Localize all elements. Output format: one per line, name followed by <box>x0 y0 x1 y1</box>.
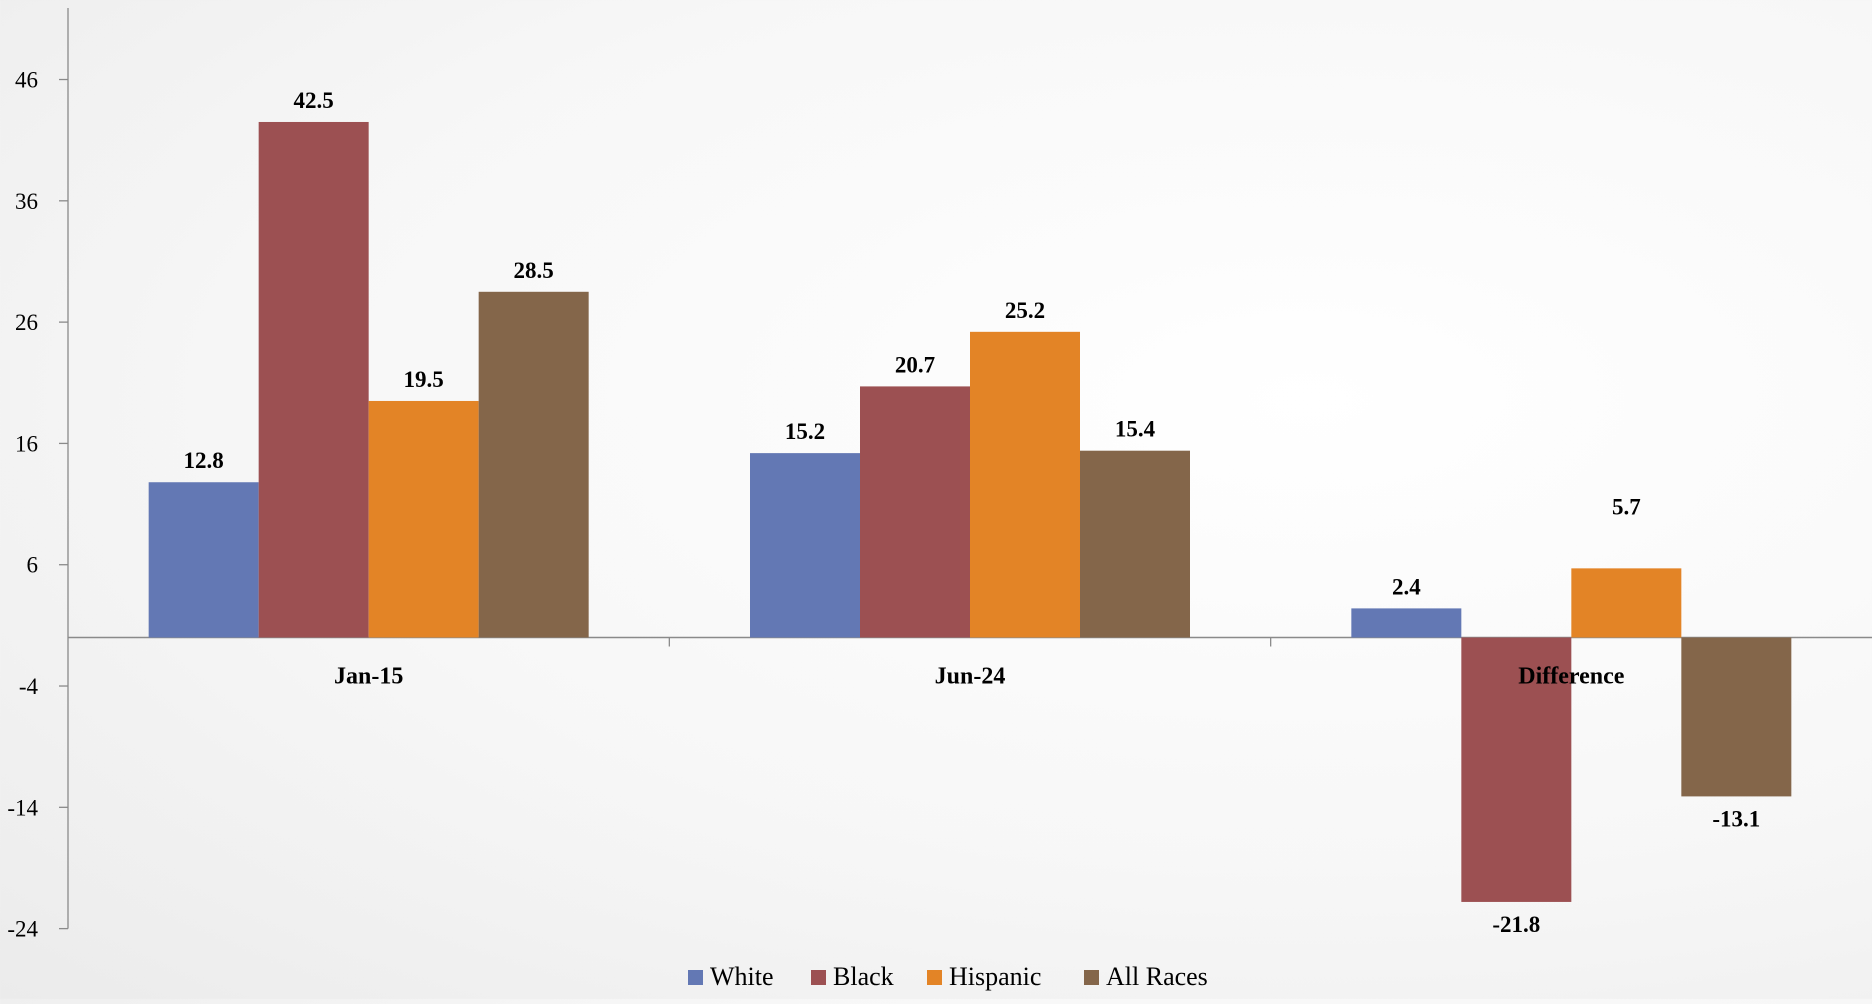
bar-black <box>860 386 970 638</box>
data-label: 42.5 <box>294 88 334 113</box>
y-tick-label: 26 <box>15 310 38 335</box>
legend-swatch-all-races <box>1084 970 1099 985</box>
x-tick-label: Jun-24 <box>935 664 1006 690</box>
y-tick-label: 46 <box>15 68 38 93</box>
legend-swatch-hispanic <box>927 970 942 985</box>
bar-black <box>1461 637 1572 902</box>
data-label: 15.2 <box>785 419 825 444</box>
y-tick-label: -14 <box>7 795 38 820</box>
data-label: 12.8 <box>184 448 224 473</box>
data-label: 20.7 <box>895 352 935 377</box>
y-tick-label: 6 <box>27 553 39 578</box>
bar-hispanic <box>970 331 1080 638</box>
data-label: 15.4 <box>1115 417 1156 442</box>
legend-swatch-white <box>688 970 703 985</box>
legend-swatch-black <box>811 970 826 985</box>
y-tick-label: -24 <box>7 917 38 942</box>
y-tick-label: 16 <box>15 431 38 456</box>
data-label: 5.7 <box>1612 494 1641 519</box>
data-label: -21.8 <box>1492 912 1540 937</box>
bar-all-races <box>478 291 589 638</box>
data-label: 25.2 <box>1005 298 1045 323</box>
legend-label: Black <box>833 962 894 991</box>
bars <box>148 121 1792 902</box>
data-label: 19.5 <box>404 367 444 392</box>
legend: White Black Hispanic All Races <box>688 962 1208 991</box>
legend-label: White <box>710 962 774 991</box>
data-labels: 12.8 42.5 19.5 28.5 Jan-15 15.2 20.7 25.2 15.4 Ju… <box>184 88 1761 937</box>
legend-label: Hispanic <box>949 962 1041 991</box>
x-tick-label: Jan-15 <box>334 664 403 690</box>
bar-white <box>750 453 860 638</box>
legend-label: All Races <box>1106 962 1208 991</box>
data-label: -13.1 <box>1712 806 1760 831</box>
bar-hispanic <box>1571 568 1682 638</box>
y-tick-label: -4 <box>19 674 39 699</box>
bar-all-races <box>1080 450 1190 638</box>
bar-hispanic <box>368 400 479 638</box>
data-label: 28.5 <box>514 258 554 283</box>
data-label: 2.4 <box>1392 574 1421 599</box>
bar-all-races <box>1681 637 1792 797</box>
bar-white <box>148 482 259 638</box>
x-tick-label: Difference <box>1518 664 1625 690</box>
bar-black <box>258 121 369 638</box>
y-tick-label: 36 <box>15 189 38 214</box>
bar-white <box>1351 608 1462 638</box>
